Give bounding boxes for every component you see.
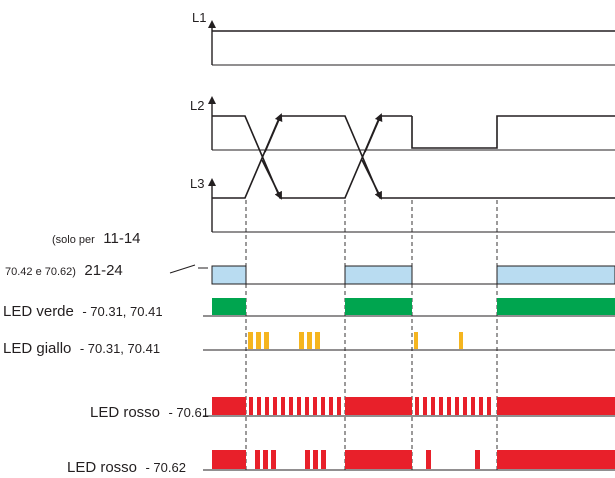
- led-red-1-name: LED rosso: [90, 404, 160, 421]
- l3-group: L3: [190, 115, 615, 233]
- led-red-1-pulse: [455, 397, 459, 415]
- led-red-1-pulse: [415, 397, 419, 415]
- led-red-2-pulse: [271, 450, 276, 469]
- relay-row: (solo per 11-14 70.42 e 70.62) 21-24: [5, 230, 615, 285]
- led-green-name: LED verde: [3, 303, 74, 320]
- led-red-1-pulse: [305, 397, 309, 415]
- led-red-1-on: [497, 397, 615, 415]
- led-red-2-pulse: [426, 450, 431, 469]
- led-red-1-pulse: [273, 397, 277, 415]
- led-red-2-on: [212, 450, 246, 469]
- led-green-label: LED verde - 70.31, 70.41: [3, 303, 163, 320]
- led-yellow-row: LED giallo - 70.31, 70.41: [3, 332, 615, 357]
- led-red-1-pulse: [471, 397, 475, 415]
- relay-active-2: [344, 265, 413, 285]
- led-red-1-pulse: [337, 397, 341, 415]
- relay-prefix-1: (solo per: [52, 234, 95, 246]
- led-red-1-pulse: [297, 397, 301, 415]
- led-yellow-pulse: [256, 332, 261, 349]
- cross-arrow-down-1: [261, 159, 282, 200]
- led-red-1-pulse: [329, 397, 333, 415]
- led-green-on-2: [345, 298, 412, 315]
- led-red-1-marks: [212, 397, 615, 415]
- led-red-2-on: [497, 450, 615, 469]
- led-red-2-row: LED rosso - 70.62: [67, 450, 615, 476]
- l3-signal-1: [212, 115, 312, 199]
- led-red-2-on: [345, 450, 412, 469]
- led-red-2-pulse: [263, 450, 268, 469]
- cross-arrow-down-2: [361, 159, 382, 200]
- led-red-1-on: [212, 397, 246, 415]
- led-red-2-marks: [212, 450, 615, 469]
- led-yellow-pulse: [315, 332, 320, 349]
- led-red-1-pulse: [479, 397, 483, 415]
- led-red-1-pulse: [431, 397, 435, 415]
- led-yellow-pulse: [248, 332, 253, 349]
- led-red-1-pulse: [257, 397, 261, 415]
- l2-signal-3: [411, 115, 615, 149]
- led-red-1-label: LED rosso - 70.61: [90, 404, 209, 421]
- led-red-1-pulse: [439, 397, 443, 415]
- cross-arrow-up-2: [364, 113, 383, 153]
- l2-label: L2: [190, 98, 204, 113]
- l3-signal-2: [312, 115, 412, 199]
- led-red-1-pulse: [281, 397, 285, 415]
- led-yellow-name: LED giallo: [3, 340, 71, 357]
- led-yellow-models: - 70.31, 70.41: [80, 341, 160, 356]
- led-yellow-pulse: [414, 332, 418, 349]
- led-red-2-name: LED rosso: [67, 459, 137, 476]
- led-red-2-label: LED rosso - 70.62: [67, 459, 186, 476]
- led-red-1-on: [345, 397, 412, 415]
- cross-arrow-up-1: [264, 113, 283, 153]
- led-red-1-row: LED rosso - 70.61: [90, 397, 615, 421]
- led-red-1-pulse: [313, 397, 317, 415]
- led-red-2-pulse: [321, 450, 326, 469]
- led-red-2-pulse: [255, 450, 260, 469]
- led-red-1-pulse: [463, 397, 467, 415]
- led-red-2-pulse: [475, 450, 480, 469]
- led-yellow-label: LED giallo - 70.31, 70.41: [3, 340, 160, 357]
- crossover-arrows: [261, 113, 383, 200]
- led-red-1-models: - 70.61: [168, 405, 208, 420]
- relay-label-line2: 70.42 e 70.62) 21-24: [5, 262, 123, 279]
- led-red-1-pulse: [487, 397, 491, 415]
- l3-label: L3: [190, 176, 204, 191]
- relay-contact-2: 21-24: [84, 262, 122, 279]
- led-yellow-pulse: [299, 332, 304, 349]
- l1-label: L1: [192, 10, 206, 25]
- led-yellow-pulse: [264, 332, 269, 349]
- led-yellow-pulse: [459, 332, 463, 349]
- relay-contact-1: 11-14: [103, 230, 140, 247]
- led-green-on-3: [497, 298, 615, 315]
- relay-active-3: [496, 265, 615, 285]
- led-red-1-pulse: [447, 397, 451, 415]
- time-markers: [245, 200, 498, 470]
- led-red-1-pulse: [321, 397, 325, 415]
- led-red-2-pulse: [313, 450, 318, 469]
- led-red-2-pulse: [305, 450, 310, 469]
- l1-group: L1: [192, 10, 615, 66]
- relay-contact-symbol: [169, 264, 196, 274]
- led-red-1-pulse: [249, 397, 253, 415]
- led-green-models: - 70.31, 70.41: [82, 304, 162, 319]
- led-yellow-pulses: [248, 332, 463, 349]
- led-red-2-models: - 70.62: [145, 460, 185, 475]
- relay-active-1: [211, 265, 247, 285]
- led-green-on-1: [212, 298, 246, 315]
- relay-prefix-2: 70.42 e 70.62): [5, 266, 76, 278]
- led-red-1-pulse: [265, 397, 269, 415]
- led-red-1-pulse: [289, 397, 293, 415]
- led-green-row: LED verde - 70.31, 70.41: [3, 298, 615, 320]
- l2-group: L2: [190, 96, 615, 199]
- led-yellow-pulse: [307, 332, 312, 349]
- relay-label-line1: (solo per 11-14: [52, 230, 141, 247]
- led-red-1-pulse: [423, 397, 427, 415]
